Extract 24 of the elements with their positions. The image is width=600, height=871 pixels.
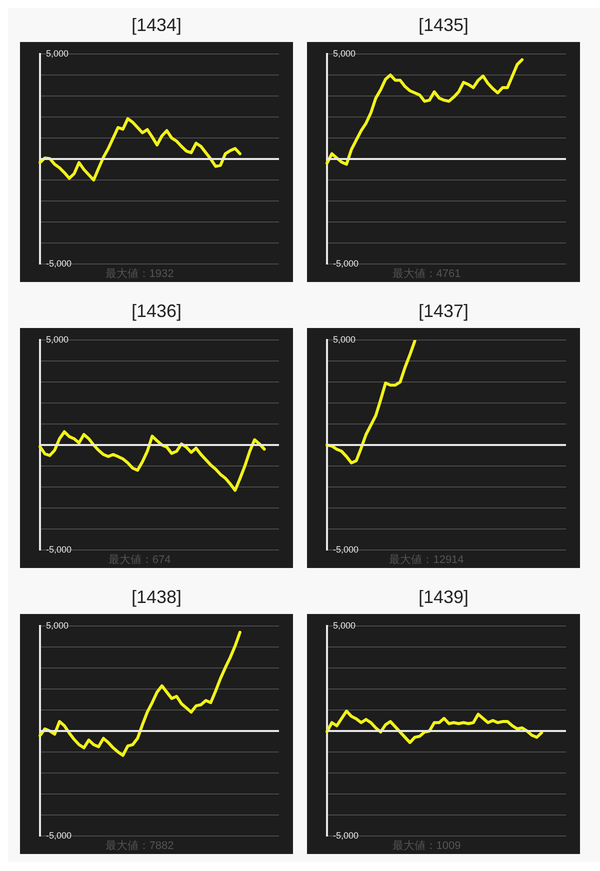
y-tick-label: 5,000 [333, 334, 356, 344]
text: 最大値：1009 [392, 839, 461, 852]
y-tick-label: -5,000 [333, 258, 359, 268]
y-tick-label: -5,000 [46, 258, 72, 268]
text: 最大値：674 [108, 553, 171, 566]
y-tick-label: 5,000 [46, 48, 69, 58]
chart-title: [1435] [418, 14, 469, 37]
y-tick-label: 5,000 [333, 620, 356, 630]
text: 最大値：7882 [105, 839, 174, 852]
chart-title: [1434] [131, 14, 182, 37]
chart-title: [1439] [418, 586, 469, 609]
text: 最大値：4761 [392, 267, 461, 280]
y-tick-label: -5,000 [333, 544, 359, 554]
y-tick-label: -5,000 [46, 544, 72, 554]
y-tick-label: -5,000 [333, 830, 359, 840]
chart-title: [1438] [131, 586, 182, 609]
y-tick-label: 5,000 [46, 620, 69, 630]
y-tick-label: 5,000 [46, 334, 69, 344]
chart-title: [1436] [131, 300, 182, 323]
chart-title: [1437] [418, 300, 469, 323]
text: 最大値：1932 [105, 267, 174, 280]
text: 最大値：12914 [389, 553, 464, 566]
y-tick-label: -5,000 [46, 830, 72, 840]
y-tick-label: 5,000 [333, 48, 356, 58]
